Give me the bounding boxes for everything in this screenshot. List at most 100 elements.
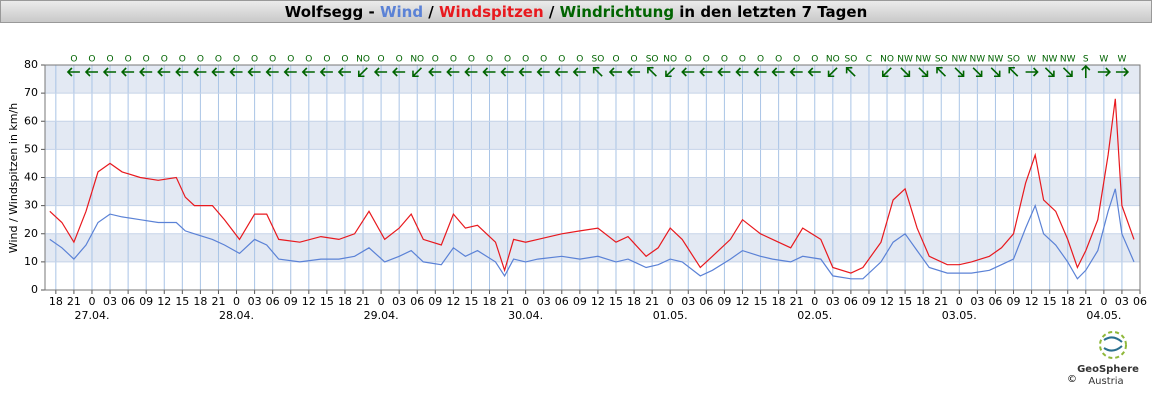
direction-arrow — [500, 67, 514, 77]
direction-label: O — [757, 55, 764, 65]
direction-arrow — [1008, 66, 1019, 77]
direction-label: O — [540, 55, 547, 65]
y-axis-label: Wind / Windspitzen in km/h — [7, 103, 20, 253]
direction-arrow — [1081, 64, 1091, 78]
day-label: 04.05. — [1086, 309, 1121, 322]
direction-label: O — [811, 55, 818, 65]
y-tick-label: 50 — [24, 142, 38, 155]
day-label: 01.05. — [653, 309, 688, 322]
direction-label: O — [233, 55, 240, 65]
y-tick-label: 30 — [24, 199, 38, 212]
x-tick-label: 12 — [157, 295, 171, 308]
direction-label: O — [378, 55, 385, 65]
title-part: Windrichtung — [560, 3, 680, 21]
direction-label: O — [143, 55, 150, 65]
chart-title: Wolfsegg - Wind / Windspitzen / Windrich… — [285, 3, 868, 21]
x-tick-label: 03 — [103, 295, 117, 308]
direction-label: SO — [1007, 55, 1020, 65]
direction-arrow — [626, 67, 641, 77]
direction-arrow — [265, 67, 279, 77]
x-tick-label: 03 — [537, 295, 551, 308]
direction-arrow — [900, 67, 911, 78]
direction-label: O — [396, 55, 403, 65]
direction-arrow — [972, 67, 983, 78]
direction-label: O — [468, 55, 475, 65]
x-tick-label: 15 — [464, 295, 478, 308]
title-part: Windspitzen — [439, 3, 549, 21]
direction-label: O — [107, 55, 114, 65]
direction-label: NW — [988, 55, 1004, 65]
x-tick-label: 09 — [1007, 295, 1021, 308]
x-tick-label: 21 — [211, 295, 225, 308]
x-tick-label: 15 — [754, 295, 768, 308]
direction-label: O — [215, 55, 222, 65]
logo-icon — [1099, 331, 1127, 359]
direction-arrow — [608, 67, 622, 77]
x-tick-label: 09 — [573, 295, 587, 308]
x-tick-label: 03 — [681, 295, 695, 308]
x-tick-label: 15 — [320, 295, 334, 308]
x-tick-label: 09 — [862, 295, 876, 308]
direction-arrow — [211, 67, 225, 77]
direction-arrow — [373, 67, 388, 77]
x-tick-label: 09 — [139, 295, 153, 308]
direction-label: O — [341, 55, 348, 65]
day-label: 02.05. — [797, 309, 832, 322]
direction-arrow — [247, 67, 261, 77]
direction-arrow — [1115, 67, 1130, 77]
x-tick-label: 15 — [609, 295, 623, 308]
x-tick-label: 06 — [121, 295, 135, 308]
direction-label: NO — [356, 55, 370, 65]
x-tick-label: 06 — [555, 295, 569, 308]
x-tick-label: 18 — [483, 295, 497, 308]
plot-frame — [44, 64, 1141, 291]
direction-label: O — [450, 55, 457, 65]
y-tick-label: 40 — [24, 171, 38, 184]
x-tick-label: 12 — [880, 295, 894, 308]
direction-label: O — [703, 55, 710, 65]
direction-label: O — [775, 55, 782, 65]
direction-label: O — [486, 55, 493, 65]
direction-label: O — [287, 55, 294, 65]
direction-arrow — [592, 66, 603, 77]
direction-arrow — [428, 67, 442, 77]
direction-arrow — [536, 67, 550, 77]
direction-arrow — [936, 66, 947, 77]
direction-arrow — [446, 67, 460, 77]
x-tick-label: 18 — [49, 295, 63, 308]
day-label: 29.04. — [364, 309, 399, 322]
direction-arrow — [735, 67, 749, 77]
x-tick-label: 03 — [1115, 295, 1129, 308]
direction-arrow — [918, 67, 929, 78]
x-tick-label: 18 — [1061, 295, 1075, 308]
direction-label: NW — [951, 55, 967, 65]
direction-arrow — [283, 67, 297, 77]
direction-arrow — [827, 67, 838, 78]
direction-arrow — [554, 67, 568, 77]
x-tick-label: 21 — [934, 295, 948, 308]
x-tick-label: 21 — [645, 295, 659, 308]
direction-label: SO — [592, 55, 605, 65]
y-tick-label: 20 — [24, 227, 38, 240]
y-tick-label: 60 — [24, 114, 38, 127]
direction-label: O — [70, 55, 77, 65]
direction-label: O — [251, 55, 258, 65]
x-tick-label: 03 — [970, 295, 984, 308]
direction-label: O — [522, 55, 529, 65]
x-tick-label: 21 — [67, 295, 81, 308]
series-line — [49, 188, 1135, 280]
direction-arrow — [66, 67, 80, 77]
direction-label: NO — [663, 55, 677, 65]
direction-arrow — [357, 67, 368, 78]
x-tick-label: 18 — [338, 295, 352, 308]
direction-label: NO — [410, 55, 424, 65]
direction-label: O — [631, 55, 638, 65]
direction-arrow — [102, 67, 117, 77]
direction-label: O — [685, 55, 692, 65]
direction-label: W — [1117, 55, 1126, 65]
x-tick-label: 15 — [1043, 295, 1057, 308]
direction-arrow — [392, 67, 406, 77]
direction-arrow — [175, 67, 189, 77]
title-part: / — [428, 3, 439, 21]
